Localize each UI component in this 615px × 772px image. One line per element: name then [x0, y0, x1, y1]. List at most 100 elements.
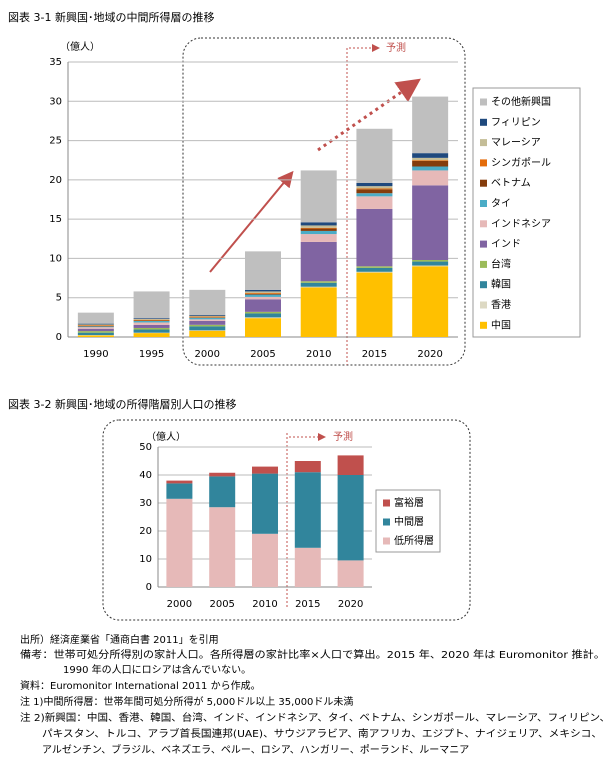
chart-frame [102, 419, 471, 621]
bar-segment [189, 289, 226, 315]
bar-segment [133, 324, 170, 328]
bar-segment [77, 325, 114, 326]
legend-swatch [480, 240, 487, 248]
bar-segment [189, 320, 226, 325]
bar-segment [356, 196, 393, 209]
bar-segment [412, 260, 449, 262]
legend-label: 富裕層 [394, 496, 424, 509]
bar-segment [133, 329, 170, 333]
bar-segment [294, 547, 321, 587]
bar-segment [252, 533, 278, 587]
legend-label: その他新興国 [491, 95, 551, 108]
legend-swatch [480, 260, 487, 268]
bar-segment [189, 324, 226, 327]
bar-segment [189, 315, 226, 316]
bar-segment [412, 265, 449, 267]
x-tick-label: 2005 [209, 599, 234, 610]
bar-segment [133, 318, 170, 320]
bar-segment [337, 455, 364, 475]
legend-swatch [383, 499, 390, 507]
forecast-frame [182, 37, 466, 366]
bar-segment [300, 225, 337, 228]
bar-segment [337, 475, 364, 561]
bar-segment [412, 185, 449, 260]
bar-segment [245, 317, 281, 319]
legend-label: 香港 [491, 299, 511, 311]
y-tick-label: 20 [49, 175, 62, 186]
bar-segment [412, 96, 449, 154]
bar-segment [412, 157, 449, 161]
bar-segment [300, 286, 337, 288]
bar-segment [412, 161, 449, 167]
axis-unit: （億人） [146, 430, 186, 443]
bar-segment [245, 293, 281, 294]
bar-segment [133, 327, 170, 330]
y-tick-label: 0 [146, 582, 152, 593]
legend-swatch [480, 139, 487, 147]
bar-segment [245, 289, 281, 292]
bar-segment [337, 560, 364, 587]
legend-swatch [480, 159, 487, 167]
bar-segment [356, 271, 393, 273]
y-tick-label: 10 [49, 253, 62, 264]
legend-label: シンガポール [491, 157, 551, 169]
legend-box [472, 87, 581, 338]
bar-segment [77, 327, 114, 329]
legend-label: フィリピン [491, 116, 541, 128]
bar-segment [412, 266, 449, 337]
legend-label: インド [491, 239, 521, 250]
y-tick-label: 15 [49, 214, 62, 225]
trend-arrow [209, 170, 294, 273]
y-tick-label: 35 [49, 57, 62, 68]
bar-segment [356, 208, 393, 267]
bar-segment [166, 498, 193, 587]
legend-swatch [480, 118, 487, 126]
x-tick-label: 2005 [250, 349, 275, 360]
annotation: 予測 [386, 41, 406, 54]
y-tick-label: 5 [56, 293, 62, 304]
bar-segment [252, 466, 278, 474]
annotation: 予測 [333, 430, 353, 443]
note-line: パキスタン、トルコ、アラブ首長国連邦(UAE)、サウジアラビア、南アフリカ、エジ… [42, 727, 602, 740]
note-line: アルゼンチン、ブラジル、ベネズエラ、ペルー、ロシア、ハンガリー、ポーランド、ルー… [42, 743, 469, 756]
bar-segment [300, 227, 337, 229]
bar-segment [300, 287, 337, 337]
trend-arrow [317, 78, 421, 152]
note-line: 注 2)新興国：中国、香港、韓国、台湾、インド、インドネシア、タイ、ベトナム、シ… [20, 711, 610, 724]
bar-segment [252, 473, 278, 534]
bar-segment [356, 267, 393, 272]
bar-segment [412, 261, 449, 266]
bar-segment [77, 331, 114, 333]
x-tick-label: 2020 [417, 349, 442, 360]
legend-label: タイ [491, 198, 511, 210]
bar-segment [300, 228, 337, 231]
bar-segment [245, 296, 281, 300]
bar-segment [166, 483, 193, 499]
bar-segment [189, 317, 226, 320]
legend-label: 台湾 [491, 257, 511, 270]
bar-segment [209, 476, 236, 508]
y-tick-label: 50 [139, 442, 152, 453]
bar-segment [356, 183, 393, 187]
x-tick-label: 2015 [295, 599, 320, 610]
legend-swatch [480, 301, 487, 309]
bar-segment [245, 293, 281, 295]
bar-segment [300, 230, 337, 235]
bar-segment [189, 316, 226, 318]
y-tick-label: 20 [139, 526, 152, 537]
bar-segment [300, 222, 337, 226]
x-tick-label: 2000 [167, 599, 192, 610]
bar-segment [412, 160, 449, 161]
bar-segment [300, 234, 337, 242]
bar-segment [412, 166, 449, 171]
bar-segment [412, 170, 449, 186]
y-tick-label: 30 [139, 498, 152, 509]
bar-segment [356, 186, 393, 189]
bar-segment [356, 128, 393, 183]
x-tick-label: 1995 [139, 349, 164, 360]
bar-segment [77, 335, 114, 337]
y-tick-label: 10 [139, 554, 152, 565]
note-line: 注 1)中間所得層：世帯年間可処分所得が 5,000ドル以上 35,000ドル未… [20, 695, 353, 708]
bar-segment [245, 311, 281, 314]
x-tick-label: 2020 [338, 599, 363, 610]
